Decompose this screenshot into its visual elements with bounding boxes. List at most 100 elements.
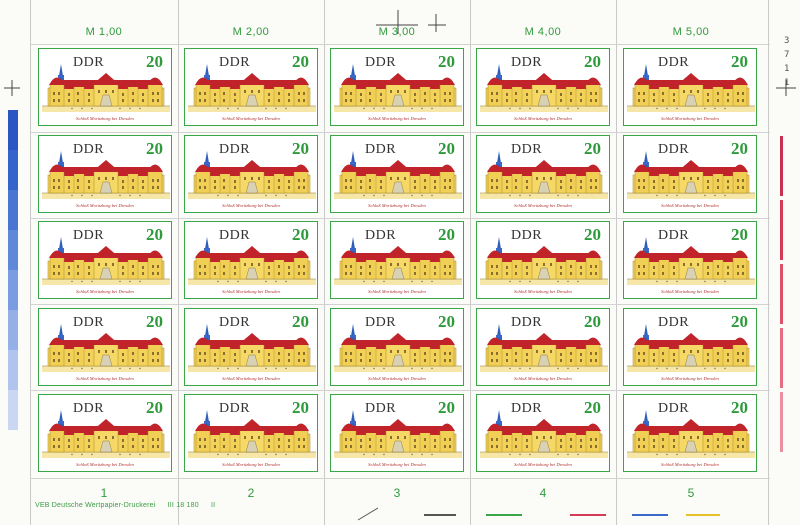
stamp-value: 20 (292, 225, 309, 244)
castle-illustration (42, 324, 170, 372)
color-control-strip (780, 392, 783, 452)
margin-number-digit: 1 (784, 78, 790, 88)
stamp-value: 20 (438, 52, 455, 71)
stamp-value: 20 (292, 52, 309, 71)
stamp-caption: Schloß Moritzburg bei Dresden (514, 376, 572, 381)
printer-suffix: II (210, 502, 216, 509)
stamp-caption: Schloß Moritzburg bei Dresden (514, 116, 572, 121)
stamp: DDR 20 Schloß Moritzburg bei Dresden (38, 394, 172, 472)
stamp-value: 20 (146, 139, 163, 158)
stamp-country: DDR (219, 228, 251, 243)
color-control-strip (8, 190, 18, 230)
column-number: 2 (247, 486, 255, 500)
stamp: DDR 20 Schloß Moritzburg bei Dresden (623, 48, 757, 126)
stamp-caption: Schloß Moritzburg bei Dresden (368, 289, 426, 294)
stamp-value: 20 (731, 52, 748, 71)
castle-illustration (42, 410, 170, 458)
stamp-value: 20 (731, 312, 748, 331)
color-control-strip (780, 328, 783, 388)
stamp: DDR 20 Schloß Moritzburg bei Dresden (330, 394, 464, 472)
stamp-country: DDR (73, 401, 105, 416)
stamp-country: DDR (365, 142, 397, 157)
stamp-caption: Schloß Moritzburg bei Dresden (514, 462, 572, 467)
perforation-line (30, 304, 770, 305)
stamp-value: 20 (731, 139, 748, 158)
castle-illustration (480, 324, 608, 372)
castle-illustration (42, 237, 170, 285)
perforation-line (768, 0, 769, 525)
castle-illustration (627, 64, 755, 112)
printer-name: VEB Deutsche Wertpapier-Druckerei (35, 502, 156, 509)
castle-illustration (188, 64, 316, 112)
column-number: 5 (687, 486, 695, 500)
stamp-country: DDR (73, 228, 105, 243)
stamp-value: 20 (292, 312, 309, 331)
stamp-caption: Schloß Moritzburg bei Dresden (222, 376, 280, 381)
castle-illustration (334, 237, 462, 285)
stamp: DDR 20 Schloß Moritzburg bei Dresden (476, 48, 610, 126)
stamp-country: DDR (219, 55, 251, 70)
color-control-strip (8, 270, 18, 310)
stamp-value: 20 (731, 398, 748, 417)
stamp: DDR 20 Schloß Moritzburg bei Dresden (476, 394, 610, 472)
color-control-strip (780, 200, 783, 260)
castle-illustration (188, 151, 316, 199)
stamp-country: DDR (73, 55, 105, 70)
color-control-bar (570, 514, 606, 516)
stamp-country: DDR (658, 401, 690, 416)
stamp-caption: Schloß Moritzburg bei Dresden (661, 462, 719, 467)
registration-mark (776, 80, 796, 96)
castle-illustration (627, 410, 755, 458)
color-control-bar (424, 514, 456, 516)
stamp-country: DDR (73, 142, 105, 157)
stamp-country: DDR (658, 55, 690, 70)
registration-mark (376, 10, 446, 34)
stamp-value: 20 (584, 225, 601, 244)
stamp: DDR 20 Schloß Moritzburg bei Dresden (476, 308, 610, 386)
stamp-country: DDR (658, 315, 690, 330)
registration-mark (357, 507, 379, 521)
price-label: M 1,00 (85, 26, 123, 38)
price-label: M 2,00 (232, 26, 270, 38)
color-control-strip (780, 136, 783, 196)
stamp-value: 20 (292, 139, 309, 158)
stamp-value: 20 (292, 398, 309, 417)
stamp: DDR 20 Schloß Moritzburg bei Dresden (623, 221, 757, 299)
stamp-country: DDR (511, 55, 543, 70)
castle-illustration (334, 324, 462, 372)
castle-illustration (480, 151, 608, 199)
stamp-country: DDR (511, 315, 543, 330)
stamp-country: DDR (658, 142, 690, 157)
stamp-caption: Schloß Moritzburg bei Dresden (76, 203, 134, 208)
castle-illustration (188, 410, 316, 458)
stamp: DDR 20 Schloß Moritzburg bei Dresden (476, 221, 610, 299)
stamp: DDR 20 Schloß Moritzburg bei Dresden (38, 48, 172, 126)
stamp-caption: Schloß Moritzburg bei Dresden (661, 289, 719, 294)
stamp-country: DDR (365, 401, 397, 416)
stamp-value: 20 (146, 312, 163, 331)
stamp: DDR 20 Schloß Moritzburg bei Dresden (184, 135, 318, 213)
stamp-caption: Schloß Moritzburg bei Dresden (76, 376, 134, 381)
stamp-country: DDR (511, 142, 543, 157)
stamp-caption: Schloß Moritzburg bei Dresden (514, 289, 572, 294)
stamp-country: DDR (511, 228, 543, 243)
castle-illustration (188, 324, 316, 372)
color-control-bar (686, 514, 720, 516)
margin-number-digit: 7 (784, 50, 790, 60)
castle-illustration (334, 64, 462, 112)
castle-illustration (480, 410, 608, 458)
stamp: DDR 20 Schloß Moritzburg bei Dresden (623, 308, 757, 386)
castle-illustration (188, 237, 316, 285)
stamp-value: 20 (438, 139, 455, 158)
stamp: DDR 20 Schloß Moritzburg bei Dresden (330, 221, 464, 299)
stamp-country: DDR (365, 55, 397, 70)
stamp: DDR 20 Schloß Moritzburg bei Dresden (623, 394, 757, 472)
castle-illustration (334, 151, 462, 199)
castle-illustration (627, 151, 755, 199)
stamp: DDR 20 Schloß Moritzburg bei Dresden (476, 135, 610, 213)
stamp-country: DDR (219, 142, 251, 157)
castle-illustration (334, 410, 462, 458)
registration-mark (4, 80, 20, 96)
stamp-caption: Schloß Moritzburg bei Dresden (222, 203, 280, 208)
stamp-caption: Schloß Moritzburg bei Dresden (661, 203, 719, 208)
